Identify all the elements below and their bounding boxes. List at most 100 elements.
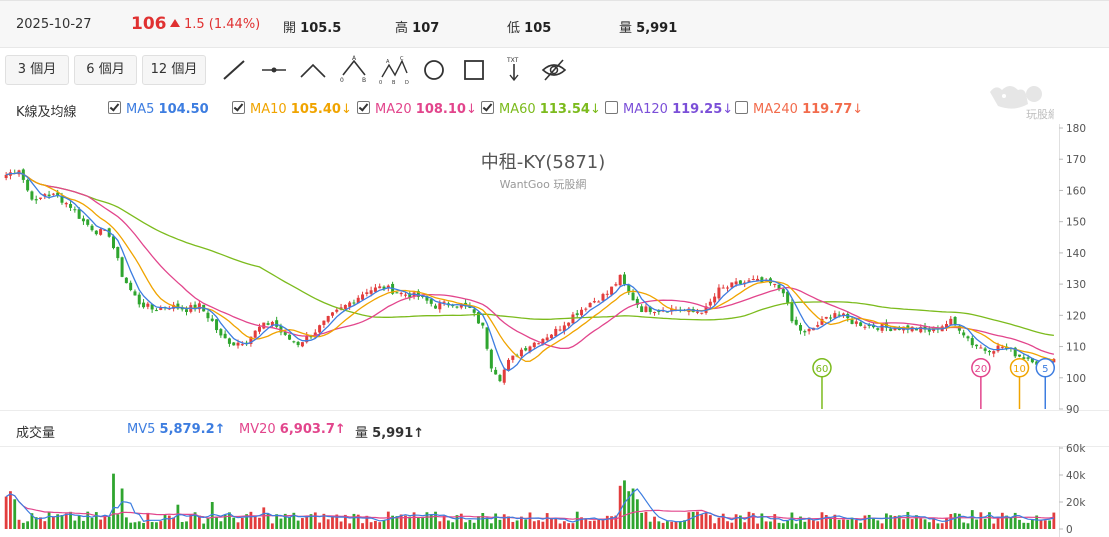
svg-text:D: D — [405, 80, 409, 85]
ma-marker-label: 5 — [1042, 364, 1048, 375]
volume-bar — [640, 512, 644, 529]
ma-legend-ma10[interactable]: MA10 105.40↓ — [232, 101, 352, 117]
volume-bar — [163, 514, 167, 529]
candle-body — [51, 193, 55, 195]
candle-body — [610, 286, 614, 295]
candle-body — [562, 325, 566, 332]
volume-bar — [17, 519, 21, 529]
rectangle-icon[interactable] — [459, 55, 489, 85]
candle-body — [893, 328, 897, 331]
ma-legend-ma20[interactable]: MA20 108.10↓ — [357, 101, 477, 117]
candle-body — [734, 281, 738, 285]
candle-body — [820, 318, 824, 325]
price-tick-label: 130 — [1066, 279, 1086, 291]
abc-pattern-icon[interactable]: 0 A B — [339, 55, 369, 85]
candle-body — [987, 350, 991, 353]
volume-bar — [352, 513, 356, 529]
volume-bar — [558, 523, 562, 529]
candle-body — [919, 326, 923, 333]
volume-bar — [605, 515, 609, 529]
candle-body — [996, 345, 1000, 352]
volume-bar — [296, 520, 300, 529]
hide-eye-icon[interactable] — [539, 55, 569, 85]
ma-marker-badge[interactable] — [812, 358, 832, 378]
high-stat: 高 107 — [395, 21, 440, 36]
candle-body — [369, 290, 373, 294]
chart-watermark-subtitle: WantGoo 玩股網 — [500, 177, 587, 191]
volume-bar — [425, 512, 429, 529]
ma-marker-badge[interactable] — [1035, 358, 1056, 378]
volume-bar — [670, 521, 674, 529]
volume-bar — [266, 513, 270, 529]
candle-body — [494, 369, 498, 375]
candle-body — [756, 278, 760, 281]
abcd-pattern-icon[interactable]: 0 A B C D — [379, 55, 409, 85]
candle-body — [120, 257, 124, 277]
volume-bar — [807, 517, 811, 529]
volume-bar — [133, 522, 137, 529]
volume-bar — [683, 520, 686, 529]
candle-body — [945, 324, 949, 328]
volume-bar — [137, 521, 141, 529]
period-12m-button[interactable]: 12 個月 — [142, 55, 206, 85]
volume-bar — [764, 521, 768, 529]
candle-body — [829, 317, 833, 319]
candle-body — [876, 328, 880, 330]
volume-bar — [1052, 512, 1056, 529]
candle-body — [236, 342, 240, 346]
candle-body — [296, 341, 300, 346]
volume-bar — [515, 520, 519, 529]
ma-legend-ma120[interactable]: MA120 119.25↓ — [605, 101, 733, 117]
candle-body — [459, 304, 463, 308]
volume-bar — [567, 523, 571, 529]
candle-body — [1022, 357, 1026, 359]
mv20-legend: MV20 6,903.7↑ — [239, 422, 346, 437]
ma-marker-badge[interactable] — [971, 358, 991, 378]
candle-body — [726, 287, 730, 289]
ma-checkbox[interactable] — [735, 101, 748, 114]
candle-body — [807, 329, 811, 332]
volume-bar — [760, 513, 764, 529]
ma-marker-badge[interactable] — [1009, 358, 1030, 378]
period-6m-button[interactable]: 6 個月 — [74, 55, 137, 85]
ma-legend-ma60[interactable]: MA60 113.54↓ — [481, 101, 601, 117]
circle-icon[interactable] — [419, 55, 449, 85]
ma-checkbox[interactable] — [108, 101, 121, 114]
candle-body — [575, 313, 579, 316]
volume-stat: 量 5,991 — [619, 21, 678, 36]
candle-body — [485, 327, 489, 349]
candle-body — [455, 306, 459, 308]
volume-bar — [507, 516, 510, 529]
candle-body — [1000, 346, 1004, 348]
chart-watermark-title: 中租-KY(5871) — [481, 152, 606, 173]
open-stat: 開 105.5 — [283, 21, 342, 36]
ma-checkbox[interactable] — [481, 101, 494, 114]
volume-bar — [240, 517, 244, 529]
text-marker-icon[interactable]: TXT — [499, 55, 529, 85]
horizontal-line-icon[interactable] — [259, 55, 289, 85]
candle-body — [833, 313, 837, 318]
candle-body — [1030, 358, 1034, 363]
angle-line-icon[interactable] — [298, 55, 328, 85]
ma-checkbox[interactable] — [357, 101, 370, 114]
candle-body — [408, 293, 412, 298]
ma-checkbox[interactable] — [232, 101, 245, 114]
candle-body — [116, 246, 120, 259]
volume-bar — [1022, 522, 1026, 529]
volume-bar — [60, 515, 64, 529]
trend-line-icon[interactable] — [219, 55, 249, 85]
candle-body — [288, 334, 292, 340]
ma-legend-ma240[interactable]: MA240 119.77↓ — [735, 101, 863, 117]
svg-text:A: A — [386, 59, 390, 65]
ma-legend-ma5[interactable]: MA5 104.50 — [108, 101, 209, 117]
ma-checkbox[interactable] — [605, 101, 618, 114]
candle-body — [438, 303, 442, 310]
volume-bar — [429, 514, 433, 529]
volume-bar — [39, 517, 42, 529]
volume-bar — [829, 518, 832, 529]
volume-bar — [631, 488, 635, 529]
period-3m-button[interactable]: 3 個月 — [5, 55, 69, 85]
volume-bar — [666, 521, 669, 529]
volume-bar — [1039, 520, 1043, 529]
